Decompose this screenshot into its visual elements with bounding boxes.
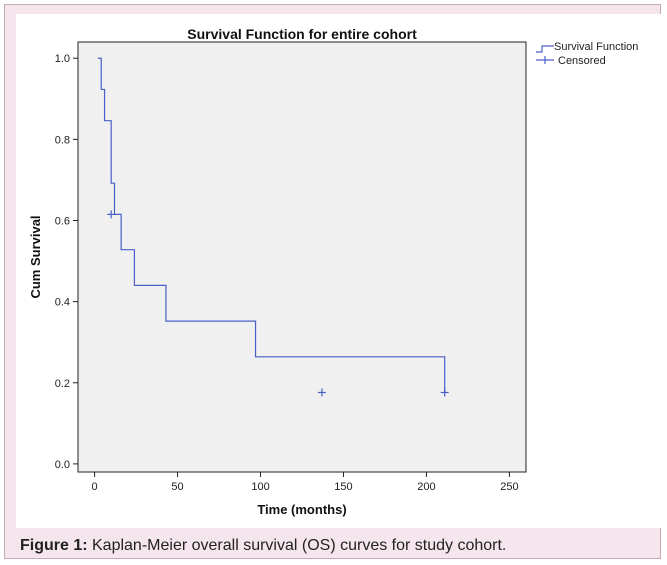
figure-caption-label: Figure 1: xyxy=(20,537,88,554)
x-tick-label: 0 xyxy=(92,481,98,493)
x-tick-label: 150 xyxy=(334,481,352,493)
chart-title: Survival Function for entire cohort xyxy=(187,26,417,42)
x-tick-label: 50 xyxy=(171,481,183,493)
y-axis-ticks: 0.0 0.2 0.4 0.6 0.8 1.0 xyxy=(55,53,78,471)
legend-survival-symbol xyxy=(536,45,554,53)
km-survival-chart: Survival Function for entire cohort Time… xyxy=(28,26,638,517)
y-tick-label: 1.0 xyxy=(55,53,70,65)
y-tick-label: 0.4 xyxy=(55,297,70,309)
y-tick-label: 0.8 xyxy=(55,134,70,146)
x-tick-label: 200 xyxy=(417,481,435,493)
y-tick-label: 0.0 xyxy=(55,459,70,471)
x-tick-label: 100 xyxy=(251,481,269,493)
figure-card: Survival Function for entire cohort Time… xyxy=(16,14,664,528)
x-axis-ticks: 0 50 100 150 200 250 xyxy=(92,472,519,493)
legend-survival-label: Survival Function xyxy=(554,41,638,53)
legend-censored-label: Censored xyxy=(558,55,606,67)
plot-area xyxy=(77,41,527,473)
figure-caption: Figure 1: Kaplan-Meier overall survival … xyxy=(20,537,506,555)
y-axis-title: Cum Survival xyxy=(28,215,43,298)
x-tick-label: 250 xyxy=(500,481,518,493)
x-axis-title: Time (months) xyxy=(257,502,346,517)
censored-markers xyxy=(107,210,449,397)
survival-function-line xyxy=(97,57,446,393)
y-tick-label: 0.6 xyxy=(55,215,70,227)
legend: Survival Function Censored xyxy=(536,41,638,67)
figure-caption-text: Kaplan-Meier overall survival (OS) curve… xyxy=(87,537,507,554)
y-tick-label: 0.2 xyxy=(55,378,70,390)
